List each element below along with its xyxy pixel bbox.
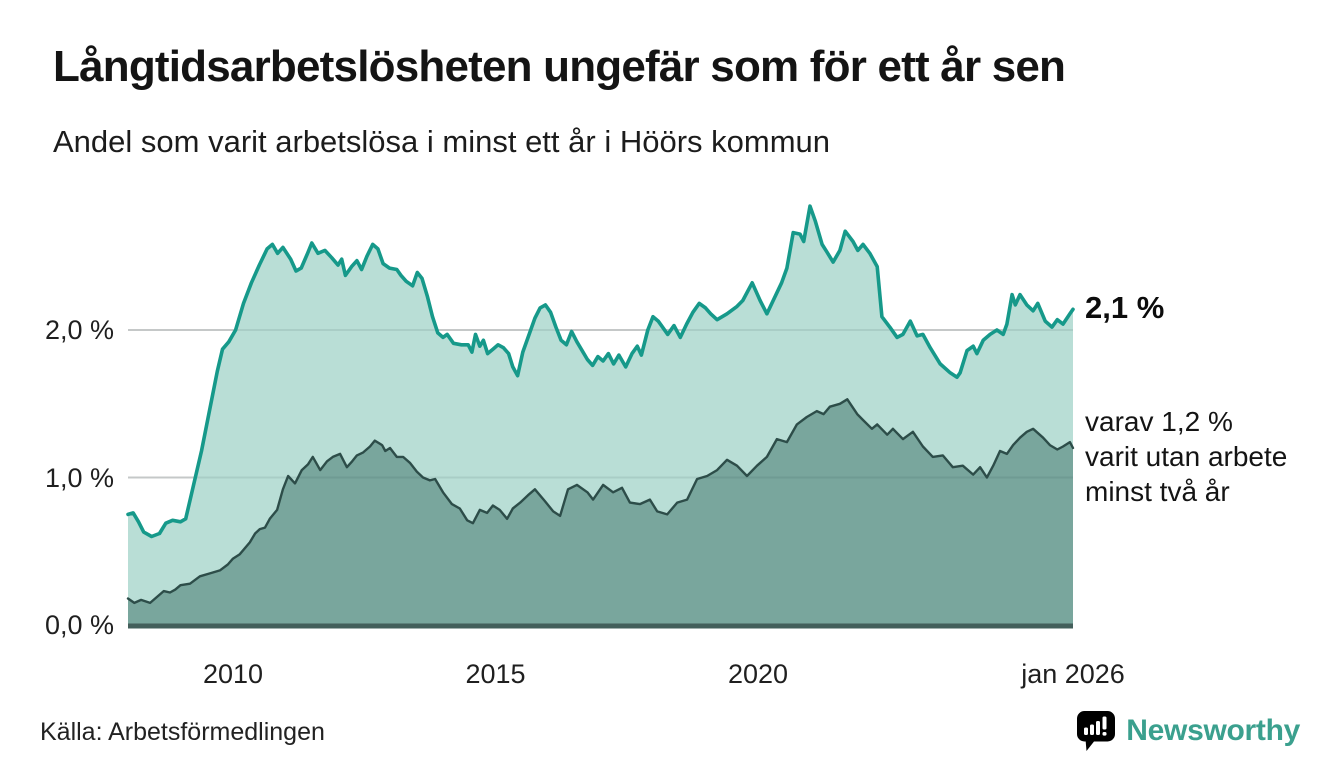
source-attribution: Källa: Arbetsförmedlingen xyxy=(40,718,325,746)
annotation-line-2: varit utan arbete xyxy=(1085,441,1288,472)
newsworthy-wordmark: Newsworthy xyxy=(1126,714,1300,747)
end-value-label-two-plus-years: varav 1,2 % varit utan arbete minst två … xyxy=(1085,404,1287,509)
bar-chart-glyph xyxy=(1084,716,1107,736)
end-value-label-total: 2,1 % xyxy=(1085,290,1165,326)
y-tick-label-1: 1,0 % xyxy=(44,462,114,493)
newsworthy-logo: Newsworthy xyxy=(1075,708,1300,754)
line-total xyxy=(126,204,1075,539)
x-tick-label-2010: 2010 xyxy=(202,659,264,689)
line-two-plus-years xyxy=(126,398,1075,605)
area-fill-two-plus-years xyxy=(128,399,1073,625)
x-tick-label-jan-2026: jan 2026 xyxy=(1021,659,1125,689)
x-tick-label-2020: 2020 xyxy=(727,659,789,689)
page-subtitle: Andel som varit arbetslösa i minst ett å… xyxy=(53,124,830,159)
annotation-line-3: minst två år xyxy=(1085,476,1230,507)
page-title: Långtidsarbetslösheten ungefär som för e… xyxy=(53,42,1066,91)
newsworthy-logo-icon xyxy=(1075,709,1117,753)
annotation-line-1: varav 1,2 % xyxy=(1085,406,1233,437)
x-axis-baseline xyxy=(128,623,1073,629)
x-tick-label-2015: 2015 xyxy=(465,659,526,689)
y-tick-label-2: 2,0 % xyxy=(44,315,114,345)
y-tick-label-0: 0,0 % xyxy=(44,610,114,640)
